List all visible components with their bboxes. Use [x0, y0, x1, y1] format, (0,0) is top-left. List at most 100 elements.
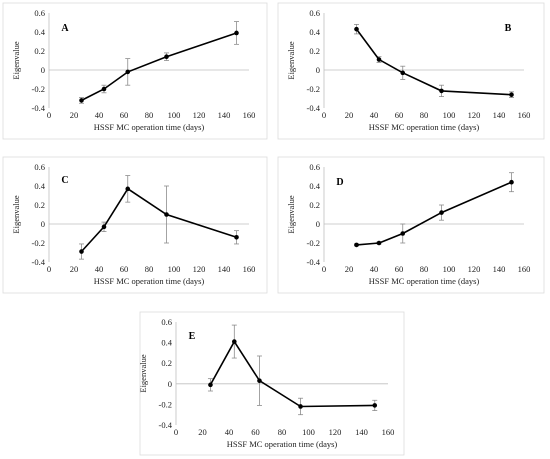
panel-label: C [61, 175, 68, 186]
x-tick-label: 40 [95, 110, 104, 120]
panel-c: -0.4 -0.2 0 0.2 0.4 0.6 0 20 40 60 80 100 120 140 160 H… [2, 156, 268, 294]
data-point [234, 30, 239, 36]
x-tick-label: 20 [345, 264, 354, 274]
y-tick-label: -0.2 [307, 84, 320, 94]
panel-label: E [189, 331, 196, 342]
data-point [372, 403, 378, 408]
x-tick-label: 80 [420, 110, 429, 120]
y-tick-label: 0 [41, 219, 45, 229]
data-point [101, 86, 107, 92]
y-tick-label: 0.6 [309, 162, 320, 172]
data-point [354, 26, 359, 32]
x-tick-label: 20 [345, 110, 354, 120]
panel-frame [2, 156, 268, 294]
y-tick-label: -0.4 [159, 420, 173, 430]
x-tick-label: 60 [395, 264, 404, 274]
panel-d: -0.4 -0.2 0 0.2 0.4 0.6 0 20 40 60 80 100 120 140 160 H… [277, 156, 545, 294]
x-tick-label: 60 [395, 110, 404, 120]
x-tick-label: 100 [302, 427, 315, 437]
x-tick-label: 0 [174, 427, 178, 437]
y-tick-label: -0.2 [32, 238, 45, 248]
x-tick-label: 20 [70, 264, 79, 274]
x-axis-title: HSSF MC operation time (days) [369, 276, 480, 286]
data-point [354, 242, 359, 248]
data-point [439, 88, 444, 94]
y-tick-label: 0 [316, 219, 320, 229]
data-point [208, 382, 213, 388]
y-tick-label: 0.2 [309, 46, 320, 56]
data-point [400, 70, 406, 76]
x-tick-label: 60 [120, 264, 129, 274]
panel-label: A [61, 23, 69, 34]
y-tick-label: 0.2 [34, 200, 45, 210]
y-tick-label: -0.4 [32, 103, 46, 113]
y-tick-label: 0.4 [309, 27, 320, 37]
data-point [298, 404, 303, 409]
y-tick-label: -0.4 [32, 257, 46, 267]
data-point [164, 54, 169, 59]
data-point [234, 235, 239, 240]
y-tick-label: 0.6 [34, 162, 45, 172]
x-tick-label: 0 [322, 264, 326, 274]
y-axis-title: Eigenvalue [11, 41, 21, 79]
x-tick-label: 140 [218, 264, 231, 274]
y-tick-label: 0.2 [161, 358, 172, 368]
y-axis-title: Eigenvalue [286, 195, 296, 233]
x-tick-label: 100 [168, 110, 181, 120]
y-tick-label: 0 [316, 65, 320, 75]
y-tick-label: 0.6 [161, 317, 172, 327]
y-tick-label: 0.4 [34, 27, 45, 37]
x-tick-label: 100 [443, 264, 456, 274]
data-point [125, 186, 131, 192]
data-point [164, 212, 169, 217]
x-tick-label: 0 [47, 110, 51, 120]
x-tick-label: 120 [193, 264, 206, 274]
x-tick-label: 120 [193, 110, 206, 120]
data-point [79, 249, 84, 254]
y-tick-label: -0.2 [32, 84, 45, 94]
data-point [376, 57, 382, 62]
x-tick-label: 140 [218, 110, 231, 120]
panel-label: D [336, 177, 343, 188]
x-axis-title: HSSF MC operation time (days) [94, 276, 205, 286]
x-tick-label: 160 [243, 110, 256, 120]
data-point [232, 339, 237, 344]
x-tick-label: 40 [370, 264, 379, 274]
panel-frame [2, 2, 268, 140]
y-tick-label: -0.4 [307, 257, 321, 267]
x-tick-label: 160 [518, 110, 531, 120]
y-tick-label: 0 [168, 379, 172, 389]
x-tick-label: 140 [493, 264, 506, 274]
x-tick-label: 120 [329, 427, 342, 437]
data-point [79, 98, 84, 103]
data-point [439, 210, 444, 215]
panel-label: B [505, 23, 512, 34]
data-point [101, 224, 107, 230]
x-tick-label: 20 [70, 110, 79, 120]
y-axis-title: Eigenvalue [11, 195, 21, 233]
y-tick-label: 0.4 [34, 181, 45, 191]
x-tick-label: 160 [243, 264, 256, 274]
x-axis-title: HSSF MC operation time (days) [369, 122, 480, 132]
x-tick-label: 40 [95, 264, 104, 274]
panel-a: -0.4 -0.2 0 0.2 0.4 0.6 0 20 40 60 80 100 120 140 160 H… [2, 2, 268, 140]
x-tick-label: 120 [468, 264, 481, 274]
x-tick-label: 40 [225, 427, 234, 437]
panel-frame [277, 156, 545, 294]
x-tick-label: 80 [278, 427, 287, 437]
x-tick-label: 40 [370, 110, 379, 120]
y-tick-label: -0.2 [159, 399, 172, 409]
data-point [257, 378, 262, 384]
x-tick-label: 60 [120, 110, 129, 120]
y-axis-title: Eigenvalue [286, 41, 296, 79]
x-tick-label: 120 [468, 110, 481, 120]
y-tick-label: 0.4 [161, 338, 172, 348]
data-point [509, 92, 514, 97]
y-tick-label: -0.2 [307, 238, 320, 248]
x-axis-title: HSSF MC operation time (days) [94, 122, 205, 132]
y-tick-label: 0.4 [309, 181, 320, 191]
data-point [125, 69, 131, 75]
x-tick-label: 0 [47, 264, 51, 274]
x-tick-label: 140 [355, 427, 368, 437]
